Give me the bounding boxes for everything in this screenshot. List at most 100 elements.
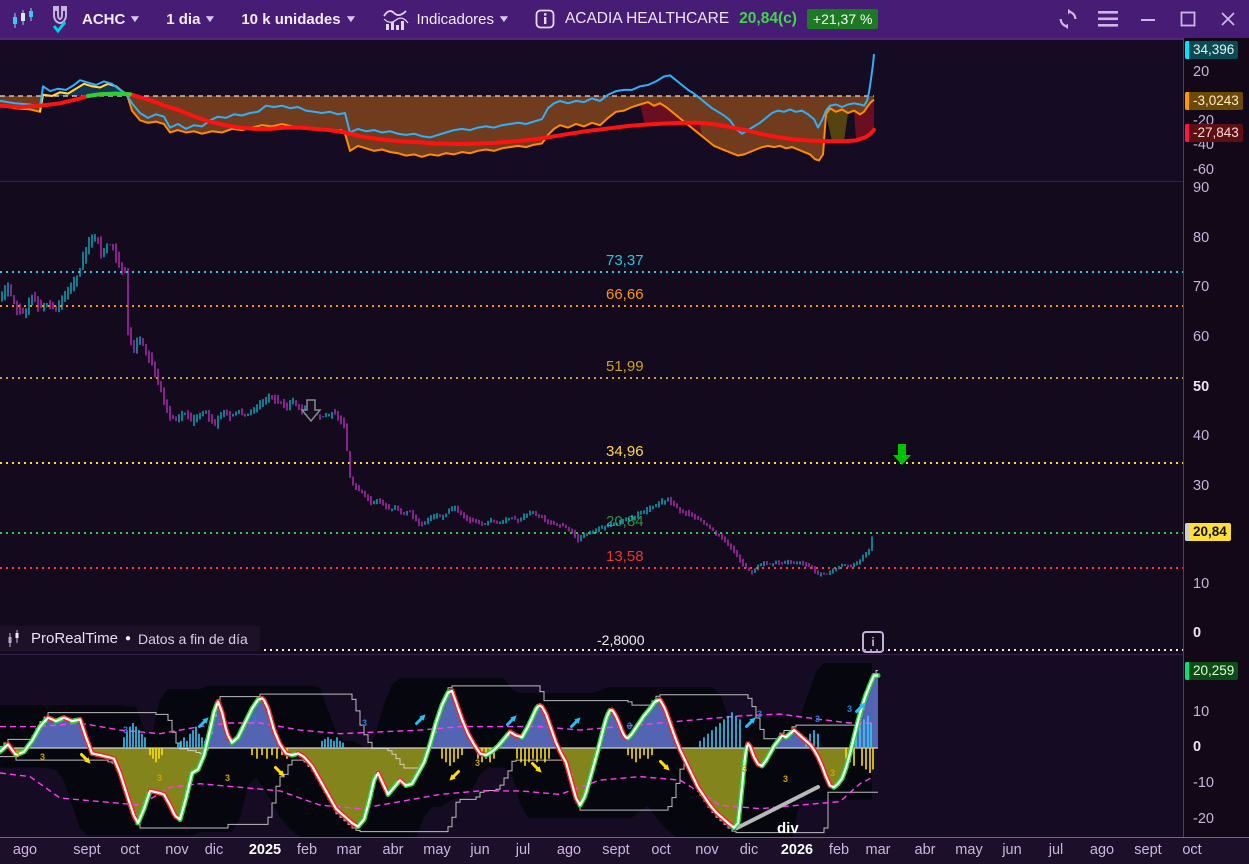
divergence-line bbox=[735, 785, 820, 830]
chevron-down-icon: ▼ bbox=[497, 13, 511, 25]
instrument-name: ACADIA HEALTHCARE bbox=[564, 10, 730, 27]
marker-3: 3 bbox=[123, 725, 128, 735]
price-badge: 20,259 bbox=[1185, 662, 1239, 680]
axis-tick: -20 bbox=[1193, 811, 1214, 827]
price-badge: 20,84 bbox=[1185, 523, 1231, 541]
top-indicator-panel[interactable] bbox=[0, 38, 1183, 181]
axis-tick: 80 bbox=[1193, 230, 1210, 246]
timeframe-label: 1 dia bbox=[166, 10, 201, 28]
marker-3: 3 bbox=[830, 768, 835, 778]
top-envelope-line bbox=[0, 82, 875, 162]
axis-tick: 50 bbox=[1193, 379, 1210, 395]
month-label: jun bbox=[470, 842, 490, 858]
price-chart-panel[interactable]: 73,37 66,66 51,99 34,96 20,84 13,58 -2,8000 bbox=[0, 181, 1183, 654]
month-label: dic bbox=[204, 842, 224, 858]
indicators-menu[interactable]: Indicadores ▼ bbox=[381, 6, 511, 32]
panel-info-icon[interactable]: i bbox=[862, 631, 884, 653]
toolbar: ACHC ▼ 1 dia ▼ 10 k unidades ▼ Indicador… bbox=[0, 0, 1249, 38]
top-cyan-line bbox=[0, 54, 875, 139]
month-label: jul bbox=[515, 842, 531, 858]
price-badge: -27,843 bbox=[1185, 124, 1243, 142]
marker-3: 3 bbox=[783, 774, 788, 784]
price-level-label: 20,84 bbox=[606, 513, 644, 530]
gray-down-arrow-icon bbox=[300, 399, 322, 423]
menu-icon[interactable] bbox=[1097, 8, 1119, 30]
price-level-label: 66,66 bbox=[606, 286, 644, 303]
timeframe-selector[interactable]: 1 dia ▼ bbox=[166, 10, 218, 28]
symbol-selector[interactable]: ACHC ▼ bbox=[82, 11, 143, 28]
month-label: dic bbox=[739, 842, 759, 858]
refresh-icon[interactable] bbox=[1057, 8, 1079, 30]
maximize-button[interactable] bbox=[1177, 8, 1199, 30]
candlestick-mini-icon bbox=[6, 629, 24, 649]
month-label: jun bbox=[1002, 842, 1022, 858]
month-label: 2025 bbox=[248, 842, 282, 858]
price-axis[interactable]: 20 -20 -40 -60 90 80 70 60 50 40 30 10 0 10 0 -10 -20 34,… bbox=[1183, 38, 1249, 837]
minimize-button[interactable] bbox=[1137, 8, 1159, 30]
axis-tick: 10 bbox=[1193, 704, 1210, 720]
month-label: mar bbox=[336, 842, 362, 858]
top-fill-brown bbox=[0, 96, 874, 161]
close-button[interactable] bbox=[1217, 8, 1239, 30]
drawn-hline-label: -2,8000 bbox=[597, 632, 645, 648]
axis-tick: 40 bbox=[1193, 428, 1210, 444]
month-label: nov bbox=[165, 842, 189, 858]
month-label: ago bbox=[556, 842, 582, 858]
osc-main-line bbox=[0, 674, 878, 829]
axis-tick: 20 bbox=[1193, 64, 1210, 80]
axis-tick: 10 bbox=[1193, 576, 1210, 592]
month-label: oct bbox=[120, 842, 140, 858]
magnet-tool-icon[interactable] bbox=[46, 4, 72, 34]
axis-tick: 30 bbox=[1193, 478, 1210, 494]
month-label: 2026 bbox=[780, 842, 814, 858]
chevron-down-icon: ▼ bbox=[343, 13, 358, 25]
marker-3: 3 bbox=[225, 773, 230, 783]
osc-step-upper bbox=[0, 670, 878, 769]
marker-3: 3 bbox=[40, 752, 45, 762]
dot-separator: ● bbox=[124, 633, 132, 644]
marker-3: 3 bbox=[742, 764, 747, 774]
osc-fill-positive bbox=[0, 675, 878, 748]
month-label: oct bbox=[651, 842, 671, 858]
price-badge: 34,396 bbox=[1185, 41, 1239, 59]
indicator-wave-icon bbox=[381, 6, 411, 32]
month-label: may bbox=[955, 842, 983, 858]
time-axis[interactable]: ago sept oct nov dic 2025 feb mar abr may jun jul ag… bbox=[0, 837, 1249, 864]
platform-branding: ProRealTime ● Datos a fin de día bbox=[0, 626, 260, 651]
price-level-label: 34,96 bbox=[606, 443, 644, 460]
marker-3: 3 bbox=[15, 749, 20, 759]
price-level-label: 51,99 bbox=[606, 358, 644, 375]
month-label: feb bbox=[828, 842, 850, 858]
marker-3: 3 bbox=[757, 709, 762, 719]
month-label: oct bbox=[1182, 842, 1202, 858]
marker-3: 3 bbox=[475, 758, 480, 768]
chevron-down-icon: ▼ bbox=[203, 13, 218, 25]
month-label: sept bbox=[602, 842, 630, 858]
axis-tick: 90 bbox=[1193, 180, 1210, 196]
axis-tick: 60 bbox=[1193, 329, 1210, 345]
month-label: sept bbox=[1134, 842, 1162, 858]
month-label: mar bbox=[865, 842, 891, 858]
candlestick-chart-icon bbox=[10, 7, 36, 31]
info-icon[interactable] bbox=[535, 9, 555, 29]
units-label: 10 k unidades bbox=[241, 10, 341, 28]
month-label: abr bbox=[382, 842, 404, 858]
price-badge: -3,0243 bbox=[1185, 92, 1243, 110]
month-label: jul bbox=[1048, 842, 1064, 858]
axis-tick: -60 bbox=[1193, 162, 1214, 178]
axis-tick: 70 bbox=[1193, 279, 1210, 295]
month-label: ago bbox=[1089, 842, 1115, 858]
marker-3: 3 bbox=[815, 714, 820, 724]
green-down-arrow-icon bbox=[893, 444, 911, 465]
oscillator-panel[interactable]: div 3 3 3 3 3 3 3 3 3 3 3 3 3 3 3 bbox=[0, 654, 1183, 837]
marker-3: 3 bbox=[252, 714, 257, 724]
month-label: ago bbox=[12, 842, 38, 858]
osc-band-upper bbox=[0, 713, 874, 735]
chevron-down-icon: ▼ bbox=[128, 13, 143, 25]
last-price: 20,84(c) bbox=[739, 10, 797, 27]
axis-tick: 0 bbox=[1193, 625, 1202, 641]
units-selector[interactable]: 10 k unidades ▼ bbox=[241, 10, 358, 28]
month-label: nov bbox=[695, 842, 719, 858]
price-level-label: 13,58 bbox=[606, 548, 644, 565]
